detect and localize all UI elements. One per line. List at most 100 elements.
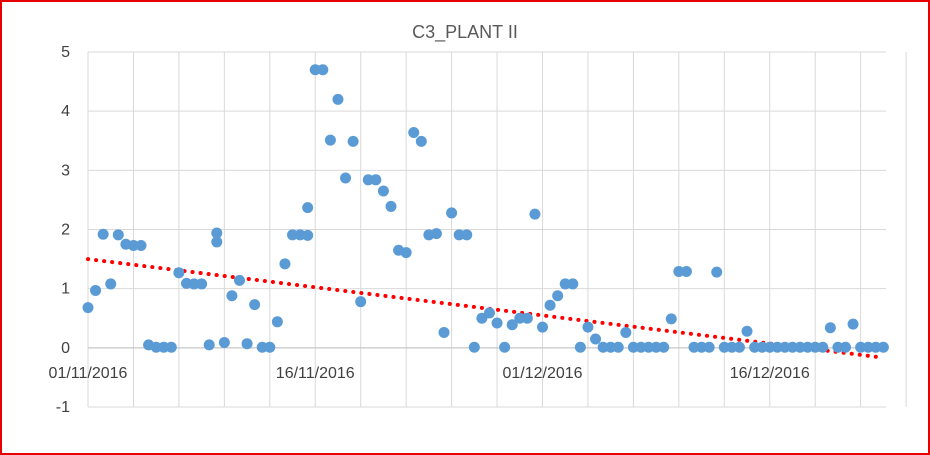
data-point xyxy=(234,274,245,286)
data-point xyxy=(90,284,102,296)
data-point xyxy=(521,312,533,324)
data-point xyxy=(135,239,147,251)
data-point xyxy=(415,135,427,147)
data-point xyxy=(582,321,594,333)
y-tick-labels: 5 4 3 2 1 0 -1 xyxy=(56,44,70,416)
data-point xyxy=(226,290,238,302)
data-point xyxy=(203,339,215,351)
data-point xyxy=(453,229,465,241)
data-point xyxy=(105,278,117,290)
data-point xyxy=(271,316,283,328)
data-point xyxy=(877,341,889,353)
y-tick-label: 1 xyxy=(61,281,70,298)
x-tick-label: 01/11/2016 xyxy=(49,365,128,382)
trendline xyxy=(86,257,878,359)
data-point xyxy=(355,296,367,308)
data-point xyxy=(188,278,200,290)
data-point xyxy=(559,278,571,290)
data-point xyxy=(688,341,700,353)
data-point xyxy=(718,341,730,353)
data-point xyxy=(605,341,617,353)
data-point xyxy=(741,325,753,337)
data-point xyxy=(650,341,662,353)
y-tick-label: 2 xyxy=(61,222,70,239)
data-point xyxy=(499,341,511,353)
data-point xyxy=(287,229,299,241)
data-point xyxy=(824,322,836,334)
data-point xyxy=(514,312,526,324)
data-points xyxy=(82,64,889,353)
data-point xyxy=(703,341,715,353)
data-point xyxy=(544,299,556,311)
data-point xyxy=(158,341,170,353)
data-point xyxy=(211,227,223,239)
y-tick-label: 4 xyxy=(61,103,70,120)
data-point xyxy=(612,341,624,353)
data-point xyxy=(112,229,124,241)
data-point xyxy=(279,258,291,270)
data-point xyxy=(673,266,685,278)
y-tick-label: 5 xyxy=(61,44,70,61)
data-point xyxy=(749,341,761,353)
data-point xyxy=(696,341,708,353)
data-point xyxy=(809,341,821,353)
data-point xyxy=(786,341,798,353)
data-point xyxy=(377,185,389,197)
data-point xyxy=(461,229,473,241)
data-point xyxy=(302,202,314,214)
data-point xyxy=(264,341,276,353)
data-point xyxy=(726,341,738,353)
data-point xyxy=(438,326,450,338)
data-point xyxy=(802,341,814,353)
data-point xyxy=(643,341,655,353)
data-point xyxy=(658,341,670,353)
data-point xyxy=(794,341,806,353)
chart-title: C3_PLANT II xyxy=(412,22,518,43)
data-point xyxy=(173,267,185,279)
data-point xyxy=(446,207,458,219)
x-tick-labels: 01/11/2016 16/11/2016 01/12/2016 16/12/2016 xyxy=(49,365,810,382)
data-point xyxy=(552,290,564,302)
data-point xyxy=(597,341,609,353)
data-point xyxy=(408,126,420,138)
trendline-layer xyxy=(86,257,878,359)
data-point xyxy=(483,307,495,319)
data-point xyxy=(249,299,261,311)
data-point xyxy=(82,302,94,314)
data-point xyxy=(680,266,692,278)
data-point xyxy=(847,318,859,330)
data-point xyxy=(362,174,374,186)
data-point xyxy=(218,337,230,349)
data-point xyxy=(635,341,647,353)
data-point xyxy=(241,338,253,350)
data-point xyxy=(590,333,602,345)
data-point xyxy=(855,341,867,353)
data-point xyxy=(764,341,776,353)
data-point xyxy=(370,174,382,186)
data-point xyxy=(150,341,162,353)
data-point xyxy=(340,172,352,184)
data-point xyxy=(862,341,874,353)
data-point xyxy=(491,317,503,329)
data-point xyxy=(332,93,344,105)
data-point xyxy=(529,208,541,220)
data-point xyxy=(211,236,223,248)
data-point xyxy=(817,341,829,353)
data-point xyxy=(627,341,639,353)
data-point xyxy=(832,341,844,353)
data-point xyxy=(317,64,329,76)
data-point xyxy=(256,341,268,353)
data-point xyxy=(165,341,177,353)
x-tick-label: 01/12/2016 xyxy=(502,365,582,382)
y-tick-label: 0 xyxy=(61,340,70,357)
data-point xyxy=(347,135,359,147)
data-point xyxy=(385,200,397,212)
data-point xyxy=(620,326,632,338)
data-point xyxy=(711,266,723,278)
x-tick-label: 16/11/2016 xyxy=(276,365,355,382)
data-point xyxy=(400,247,412,259)
data-point xyxy=(468,341,480,353)
data-point xyxy=(430,228,442,240)
data-point xyxy=(779,341,791,353)
